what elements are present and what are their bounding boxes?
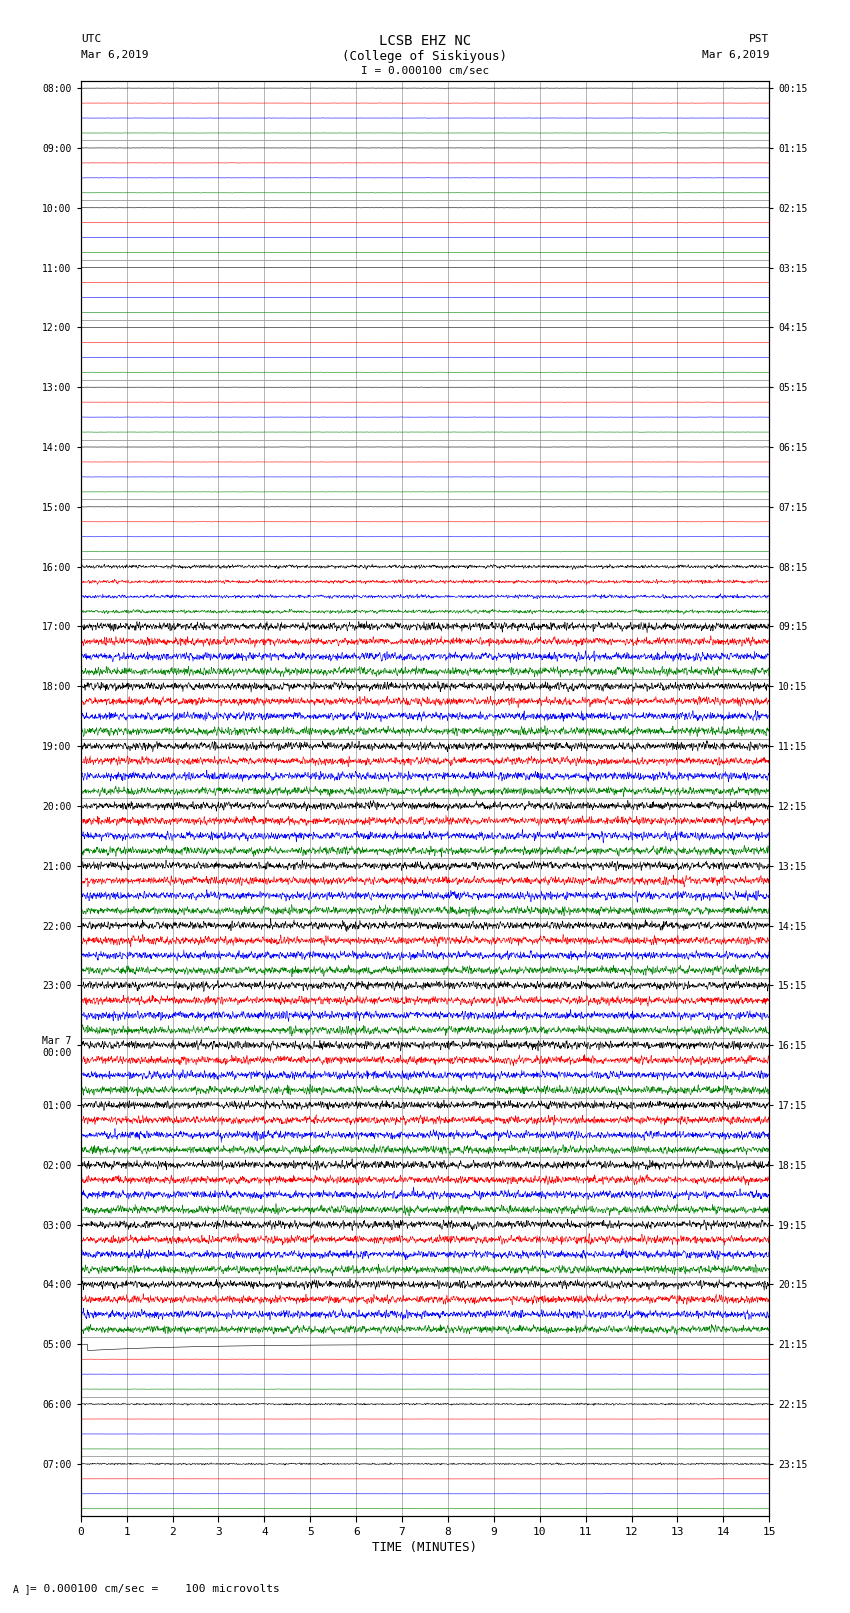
Text: PST: PST: [749, 34, 769, 44]
Text: = 0.000100 cm/sec =    100 microvolts: = 0.000100 cm/sec = 100 microvolts: [30, 1584, 280, 1594]
Text: Mar 6,2019: Mar 6,2019: [81, 50, 148, 60]
Text: I = 0.000100 cm/sec: I = 0.000100 cm/sec: [361, 66, 489, 76]
Text: A ]: A ]: [13, 1584, 31, 1594]
Text: UTC: UTC: [81, 34, 101, 44]
Text: Mar 6,2019: Mar 6,2019: [702, 50, 769, 60]
X-axis label: TIME (MINUTES): TIME (MINUTES): [372, 1540, 478, 1553]
Text: (College of Siskiyous): (College of Siskiyous): [343, 50, 507, 63]
Text: LCSB EHZ NC: LCSB EHZ NC: [379, 34, 471, 48]
